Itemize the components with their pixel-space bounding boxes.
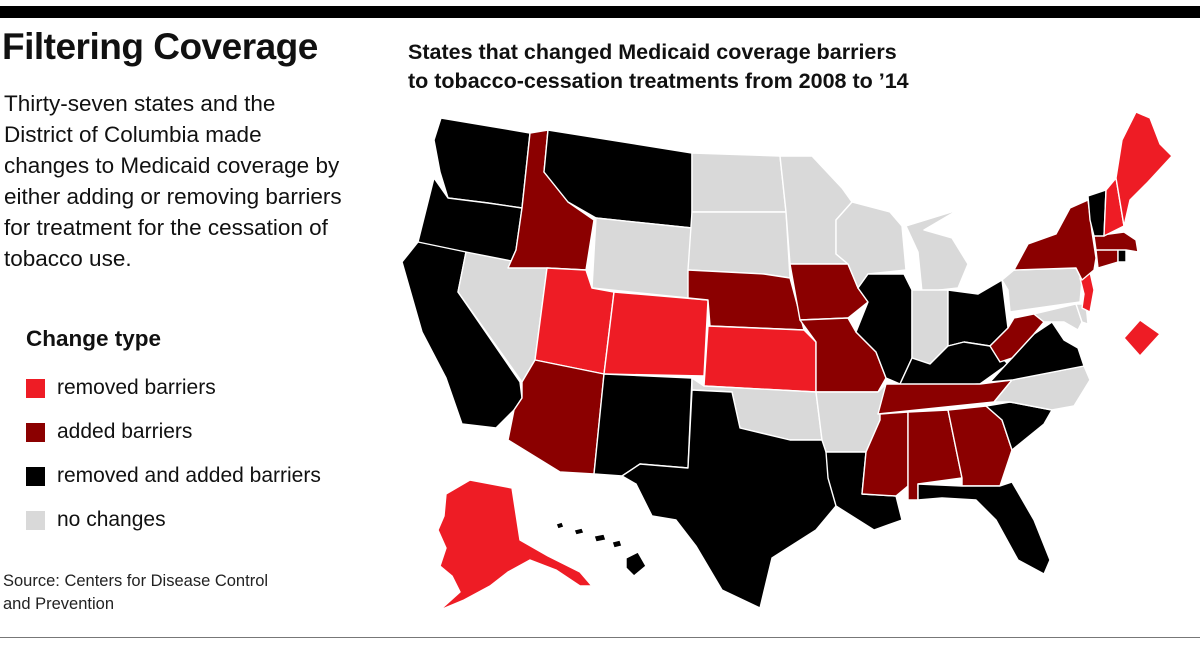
state-DC (1123, 319, 1161, 357)
state-SD (687, 211, 791, 279)
legend-label-none: no changes (57, 508, 166, 531)
headline: Filtering Coverage (2, 26, 318, 67)
state-NM (593, 373, 693, 477)
state-CT (1095, 247, 1119, 269)
state-IL (855, 273, 913, 385)
intro-text: Thirty-seven states and the District of … (4, 91, 342, 271)
state-HI (555, 521, 647, 577)
legend-swatch-none (26, 510, 45, 530)
legend-swatch-added (26, 422, 45, 442)
state-ND (691, 152, 787, 213)
legend-item-none: no changes (26, 498, 321, 542)
legend-label-removed: removed barriers (57, 376, 216, 399)
state-TX (621, 389, 837, 609)
state-CO (603, 291, 709, 377)
legend-title: Change type (26, 326, 162, 351)
state-NY (1013, 199, 1097, 281)
legend-swatch-both (26, 466, 45, 486)
state-ME (1115, 111, 1173, 227)
state-VT (1087, 189, 1107, 237)
state-WI (835, 201, 907, 289)
legend-item-removed: removed barriers (26, 366, 321, 410)
legend-swatch-removed (26, 378, 45, 398)
legend: Change type removed barriers added barri… (26, 326, 321, 542)
legend-item-both: removed and added barriers (26, 454, 321, 498)
state-MI (905, 209, 969, 293)
bottom-rule (0, 637, 1200, 638)
state-WY (591, 217, 693, 299)
map-title-line-2: to tobacco-cessation treatments from 200… (408, 69, 909, 93)
legend-label-added: added barriers (57, 420, 193, 443)
map-title: States that changed Medicaid coverage ba… (408, 38, 1108, 96)
state-AK (437, 479, 593, 611)
top-rule (0, 6, 1200, 18)
state-KS (703, 325, 817, 393)
state-FL (917, 481, 1051, 575)
state-WA (433, 117, 531, 209)
legend-item-added: added barriers (26, 410, 321, 454)
source-note: Source: Centers for Disease Control and … (3, 572, 269, 613)
map-title-line-1: States that changed Medicaid coverage ba… (408, 40, 897, 64)
state-MA (1093, 231, 1139, 253)
legend-label-both: removed and added barriers (57, 464, 321, 487)
